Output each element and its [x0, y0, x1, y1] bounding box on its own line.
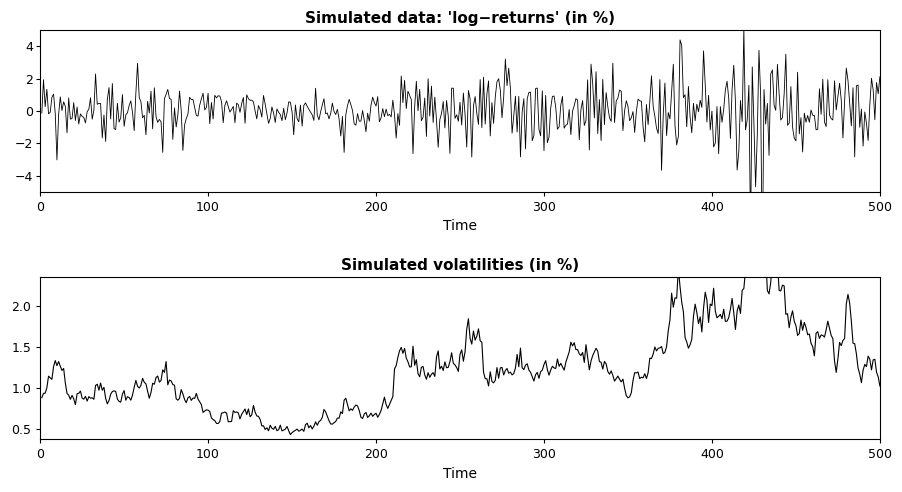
Title: Simulated volatilities (in %): Simulated volatilities (in %) [341, 258, 578, 274]
Title: Simulated data: 'log−returns' (in %): Simulated data: 'log−returns' (in %) [305, 11, 614, 26]
X-axis label: Time: Time [443, 219, 476, 234]
X-axis label: Time: Time [443, 467, 476, 481]
